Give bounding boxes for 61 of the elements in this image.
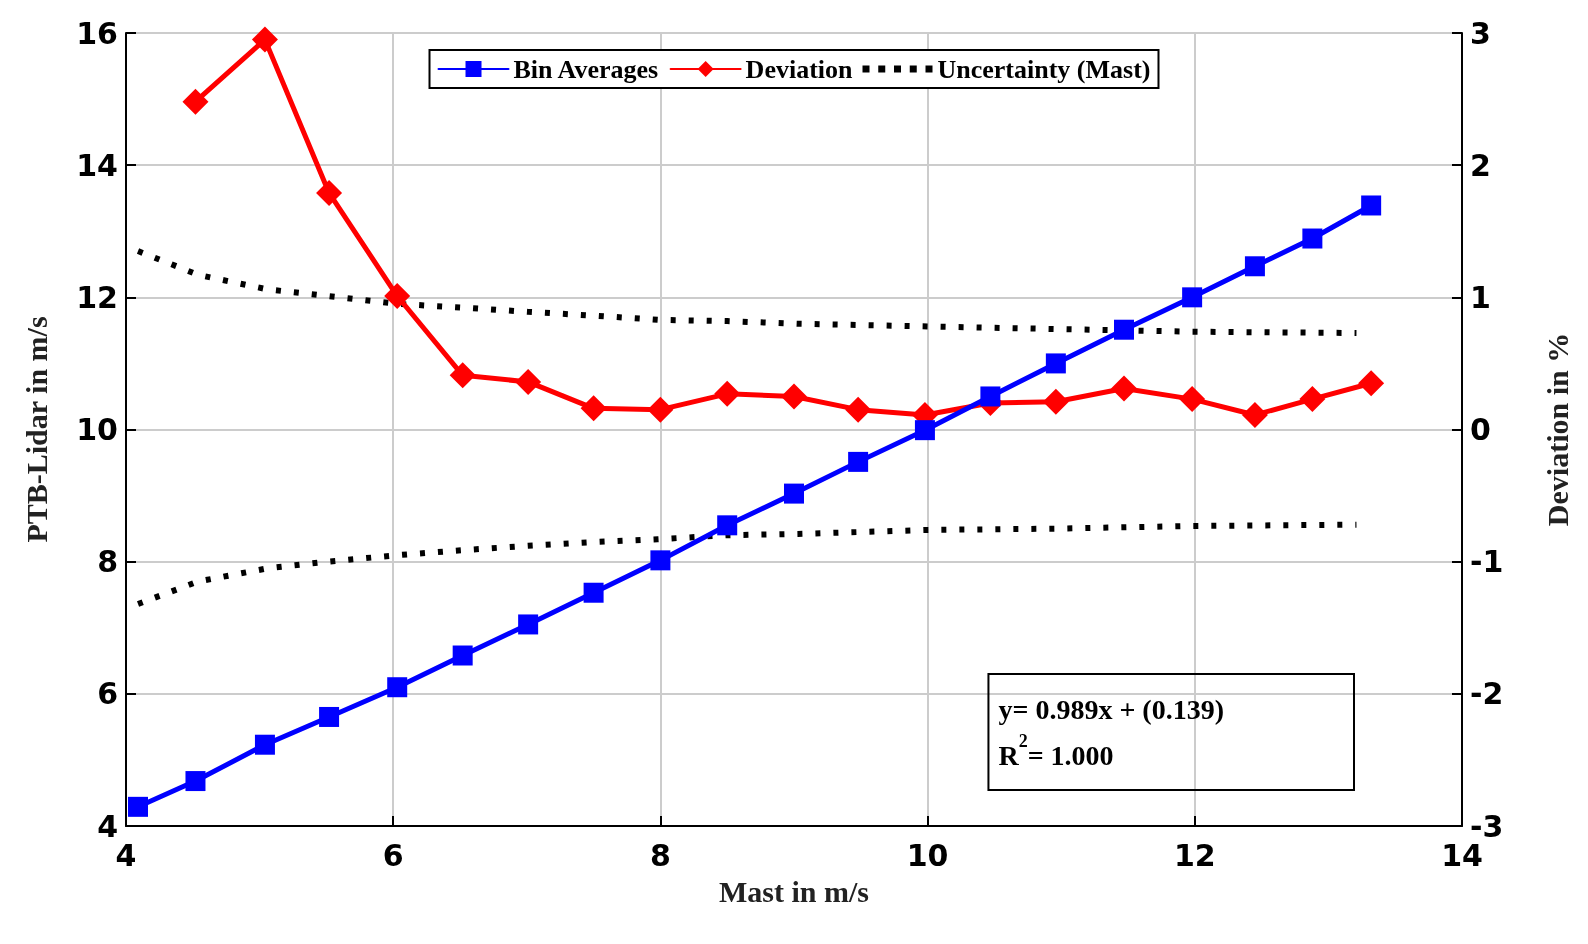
point [384, 283, 411, 310]
point [583, 582, 604, 603]
point [717, 515, 738, 536]
point [1179, 386, 1206, 413]
y-tick-label: 4 [97, 808, 118, 844]
point [1361, 195, 1382, 216]
point [1113, 319, 1134, 340]
point [185, 771, 206, 792]
point [1182, 287, 1203, 308]
point [1302, 228, 1323, 249]
point [518, 614, 539, 635]
x-tick-label: 12 [1173, 837, 1216, 873]
x-tick-label: 6 [382, 837, 404, 873]
point [1110, 375, 1137, 402]
legend-label: Deviation [745, 54, 854, 84]
point [449, 362, 476, 389]
annotation: y= 0.989x + (0.139) [998, 693, 1224, 725]
point [319, 706, 340, 727]
point [580, 395, 607, 422]
legend-label: Uncertainty (Mast) [937, 54, 1151, 84]
point [182, 88, 209, 115]
y-axis-title: PTB-Lidar in m/s [19, 316, 53, 543]
point [845, 396, 872, 423]
point [128, 796, 149, 817]
point [781, 383, 807, 410]
y2-axis-title: Deviation in % [1540, 332, 1574, 527]
y-tick-label: 8 [97, 544, 118, 580]
point [387, 677, 408, 698]
point [515, 368, 542, 395]
point [452, 645, 473, 666]
y2-tick-label: -2 [1470, 676, 1504, 712]
y2-tick-label: 1 [1470, 279, 1491, 315]
point [980, 386, 1001, 407]
point [848, 451, 869, 472]
y2-tick-label: 0 [1470, 412, 1491, 447]
point [647, 396, 674, 423]
y-tick-label: 16 [76, 15, 118, 51]
x-tick-label: 10 [906, 837, 949, 873]
y2-tick-label: -1 [1470, 544, 1504, 580]
point [1299, 386, 1326, 413]
point [714, 380, 741, 407]
point [316, 179, 343, 206]
y-tick-label: 6 [97, 676, 118, 712]
y2-tick-label: 2 [1470, 147, 1491, 183]
y2-tick-label: 3 [1470, 15, 1491, 51]
point [1241, 401, 1268, 428]
y-tick-label: 14 [76, 147, 118, 183]
point [784, 483, 804, 504]
y-tick-label: 12 [76, 279, 118, 315]
x-axis-title: Mast in m/s [719, 874, 869, 908]
x-tick-label: 8 [649, 837, 671, 873]
point [251, 26, 278, 53]
y-tick-label: 10 [76, 412, 118, 447]
point [1045, 353, 1066, 374]
point [914, 420, 935, 441]
point [254, 734, 275, 755]
point [1042, 388, 1069, 415]
point [1358, 370, 1385, 397]
point [1244, 256, 1265, 277]
legend-label: Bin Averages [513, 54, 659, 84]
point [650, 550, 671, 571]
